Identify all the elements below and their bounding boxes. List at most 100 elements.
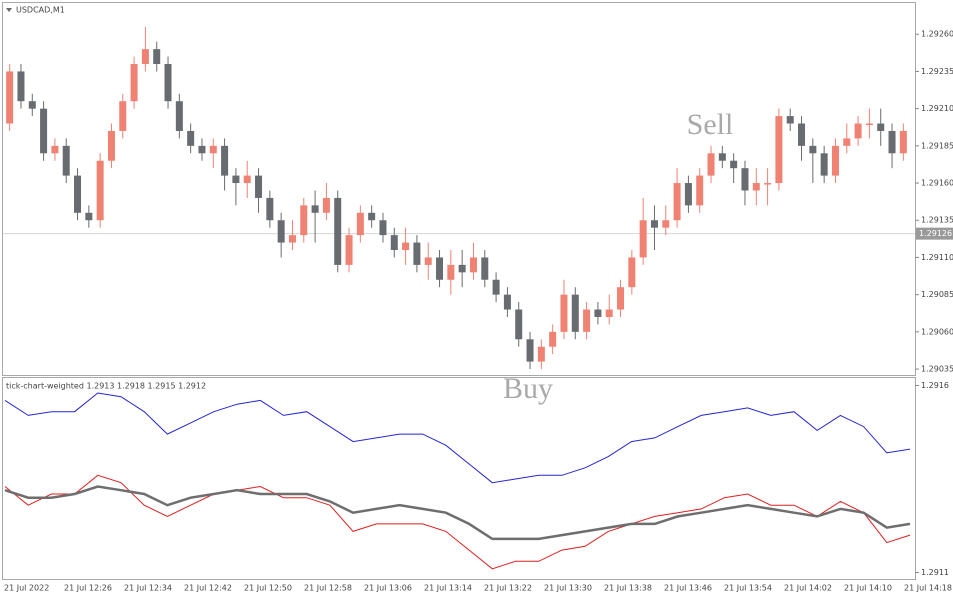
candle-body [277, 220, 285, 243]
candle-body [40, 108, 48, 154]
candle-body [96, 160, 104, 221]
y-tick-label: 1.29110 [921, 253, 953, 262]
candle-body [209, 145, 217, 154]
y-tick-label: 1.2911 [921, 568, 949, 577]
candle-body [888, 130, 896, 154]
indicator-line [4, 485, 911, 541]
x-tick-label: 21 Jul 12:42 [184, 584, 232, 593]
candle-body [266, 197, 274, 221]
candle-body [402, 242, 410, 251]
candle-body [288, 235, 296, 243]
candle-body [334, 197, 342, 265]
x-tick-label: 21 Jul 12:58 [304, 584, 352, 593]
candle-body [854, 123, 862, 139]
candle-body [130, 64, 138, 102]
candle-body [221, 145, 229, 176]
symbol-menu-icon[interactable] [6, 8, 12, 12]
candle-body [345, 235, 353, 265]
candle-body [153, 49, 161, 65]
candle-body [232, 175, 240, 184]
candle-body [707, 153, 715, 176]
candle-body [537, 346, 545, 362]
candle-body [413, 242, 421, 265]
candle-body [560, 294, 568, 332]
candle-body [798, 123, 806, 146]
candle-body [820, 153, 828, 176]
candle-body [458, 264, 466, 273]
candle-body [51, 145, 59, 154]
candle-body [164, 64, 172, 102]
x-tick-label: 21 Jul 14:18 [904, 584, 952, 593]
x-tick-label: 21 Jul 13:30 [544, 584, 592, 593]
candle-body [187, 130, 195, 146]
candle-body [198, 145, 206, 154]
candle-body [300, 205, 308, 236]
candle-body [469, 257, 477, 273]
candle-body [650, 220, 658, 228]
candle-body [594, 309, 602, 317]
candle-body [764, 183, 772, 185]
x-tick-label: 21 Jul 14:10 [844, 584, 892, 593]
candle-body [379, 220, 387, 236]
candle-body [843, 138, 851, 146]
candle-body [684, 183, 692, 206]
candle-body [119, 101, 127, 131]
candle-body [786, 116, 794, 124]
y-tick-label: 1.29160 [921, 179, 953, 188]
y-tick-label: 1.29185 [921, 141, 953, 150]
indicator-line [4, 474, 911, 570]
candle-body [662, 220, 670, 228]
candle-body [85, 212, 93, 221]
symbol-title: USDCAD,M1 [16, 6, 65, 15]
candle-body [17, 71, 25, 102]
candle-body [775, 116, 783, 184]
candle-body [322, 197, 330, 213]
x-tick-label: 21 Jul 13:06 [364, 584, 412, 593]
indicator-panel [2, 377, 916, 580]
candle-body [741, 168, 749, 191]
candle-body [492, 279, 500, 295]
candle-body [831, 145, 839, 176]
y-tick-label: 1.29260 [921, 30, 953, 39]
y-tick-label: 1.29135 [921, 216, 953, 225]
candle-body [865, 123, 873, 126]
y-tick-label: 1.29060 [921, 327, 953, 336]
current-price-label: 1.29126 [919, 229, 952, 238]
x-tick-label: 21 Jul 13:14 [424, 584, 472, 593]
price-panel [2, 2, 916, 376]
x-tick-label: 21 Jul 13:38 [604, 584, 652, 593]
candle-body [718, 153, 726, 161]
candle-body [74, 175, 82, 213]
candle-body [356, 212, 364, 236]
candle-body [436, 257, 444, 280]
candle-body [877, 123, 885, 131]
candle-body [673, 183, 681, 221]
x-tick-label: 21 Jul 13:22 [484, 584, 532, 593]
x-tick-label: 21 Jul 2022 [4, 584, 49, 593]
candle-body [752, 183, 760, 191]
candle-body [62, 145, 70, 176]
y-tick-label: 1.29235 [921, 67, 953, 76]
candle-body [424, 257, 432, 265]
candle-body [255, 175, 263, 198]
candle-body [549, 331, 557, 347]
x-tick-label: 21 Jul 12:26 [64, 584, 112, 593]
current-price-box [916, 227, 953, 240]
candle-body [899, 130, 907, 154]
x-tick-label: 21 Jul 13:46 [664, 584, 712, 593]
candle-body [447, 264, 455, 280]
candle-body [730, 160, 738, 169]
candle-body [6, 71, 14, 124]
x-tick-label: 21 Jul 12:50 [244, 584, 292, 593]
candle-body [526, 339, 534, 362]
candle-body [605, 309, 613, 317]
x-tick-label: 21 Jul 13:54 [724, 584, 772, 593]
y-tick-label: 1.29210 [921, 104, 953, 113]
indicator-line [4, 392, 911, 484]
candle-body [141, 49, 149, 65]
candle-body [481, 257, 489, 280]
x-tick-label: 21 Jul 12:34 [124, 584, 172, 593]
candle-body [107, 130, 115, 161]
candle-body [311, 205, 319, 213]
